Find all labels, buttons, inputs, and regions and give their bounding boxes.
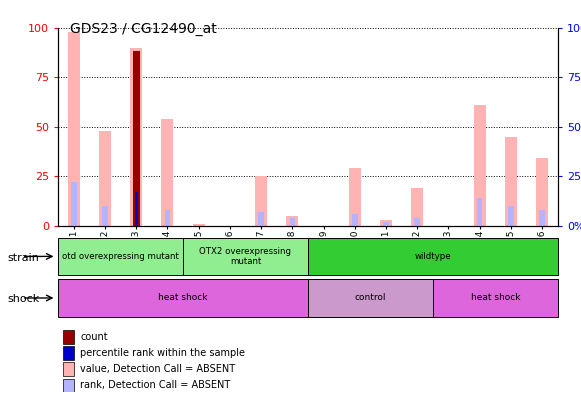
Bar [349,168,361,226]
Text: GDS23 / CG12490_at: GDS23 / CG12490_at [70,22,217,36]
Bar [536,158,548,226]
Bar [505,137,517,226]
Bar [132,51,139,226]
Bar [63,346,74,360]
Bar [134,196,139,226]
Bar [352,214,357,226]
Bar [474,105,486,226]
Bar [433,279,558,317]
Bar [183,238,308,275]
Text: rank, Detection Call = ABSENT: rank, Detection Call = ABSENT [80,380,231,390]
Text: count: count [80,332,108,342]
Bar [63,362,74,376]
Bar [508,206,514,226]
Bar [193,224,205,226]
Bar [135,192,138,226]
Bar [68,32,80,226]
Bar [380,220,392,226]
Text: heat shock: heat shock [158,293,208,303]
Text: wildtype: wildtype [414,252,451,261]
Bar [99,131,111,226]
Bar [539,210,545,226]
Bar [63,379,74,392]
Bar [164,210,170,226]
Bar [58,238,183,275]
Bar [58,279,308,317]
Text: otd overexpressing mutant: otd overexpressing mutant [62,252,179,261]
Text: value, Detection Call = ABSENT: value, Detection Call = ABSENT [80,364,235,374]
Bar [289,218,295,226]
Bar [286,216,298,226]
Text: control: control [354,293,386,303]
Text: heat shock: heat shock [471,293,520,303]
Text: strain: strain [7,253,39,263]
Bar [130,48,142,226]
Bar [102,206,107,226]
Bar [63,330,74,344]
Bar [255,176,267,226]
Bar [414,218,420,226]
Bar [308,279,433,317]
Text: OTX2 overexpressing
mutant: OTX2 overexpressing mutant [199,247,292,266]
Text: percentile rank within the sample: percentile rank within the sample [80,348,245,358]
Bar [411,188,423,226]
Text: shock: shock [7,294,40,304]
Bar [259,212,264,226]
Bar [71,182,77,226]
Bar [308,238,558,275]
Bar [162,119,173,226]
Bar [383,222,389,226]
Bar [477,198,482,226]
